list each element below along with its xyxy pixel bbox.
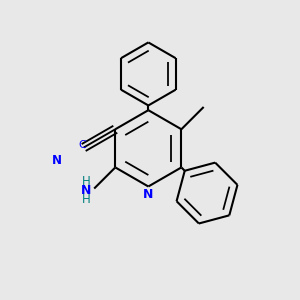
Text: N: N [51,154,62,167]
Text: H: H [82,175,90,188]
Text: N: N [81,184,91,197]
Text: C: C [78,140,86,150]
Text: N: N [143,188,154,201]
Text: H: H [82,193,90,206]
